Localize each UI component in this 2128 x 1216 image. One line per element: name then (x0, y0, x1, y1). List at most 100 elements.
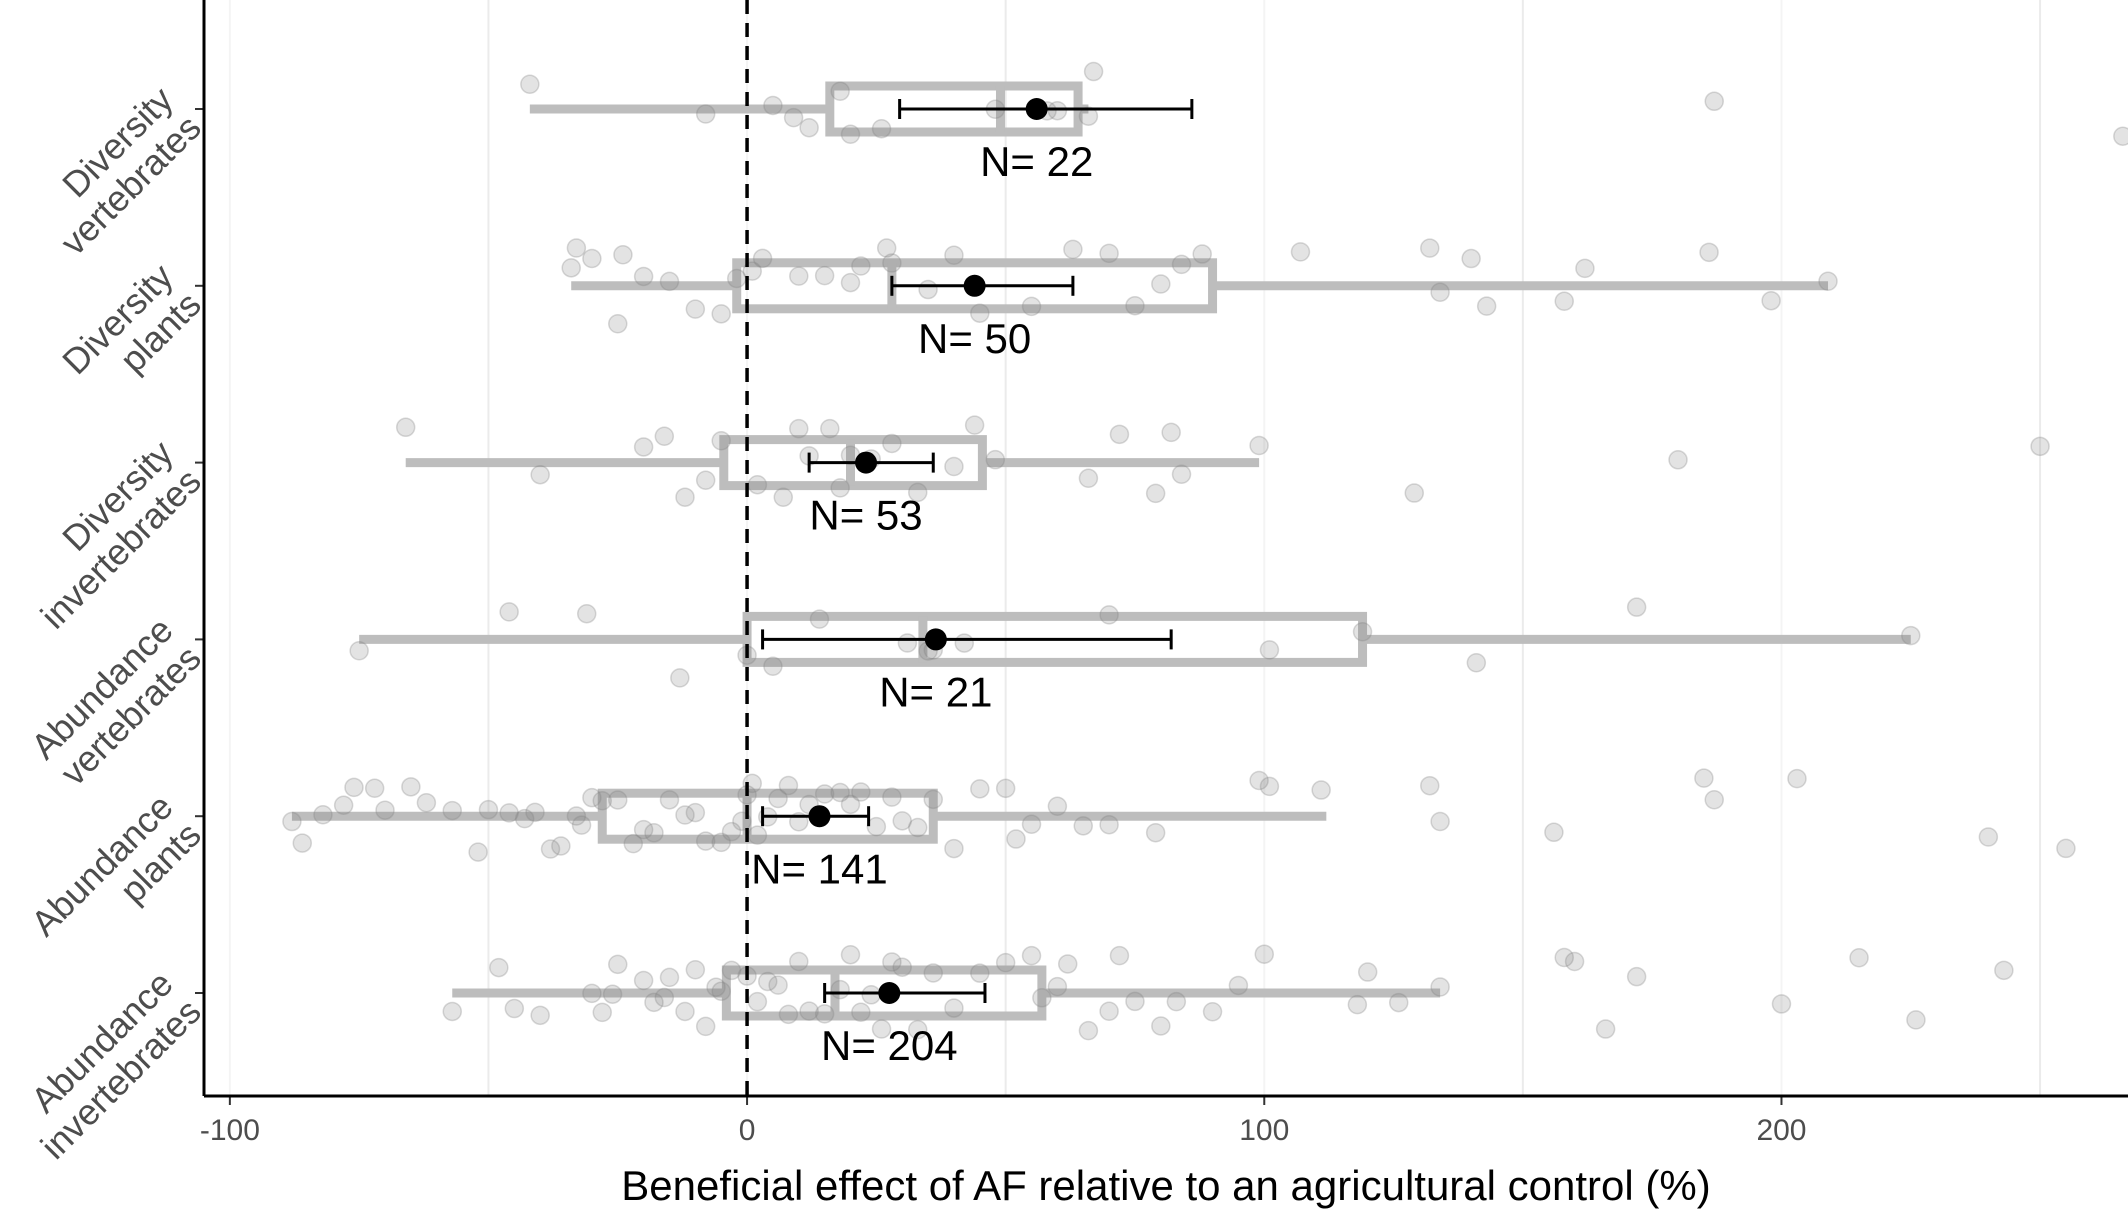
data-point (659, 271, 680, 292)
data-point (747, 825, 768, 845)
data-point (1466, 653, 1487, 673)
data-point (1259, 776, 1280, 797)
data-point (1901, 625, 1921, 646)
data-point (1078, 468, 1099, 489)
data-point (1145, 483, 1166, 504)
data-point (442, 1001, 463, 1022)
data-point (530, 1005, 550, 1026)
data-point (670, 668, 690, 688)
x-axis-title: Beneficial effect of AF relative to an a… (621, 1162, 1710, 1209)
data-point (1994, 960, 2014, 981)
data-point (830, 782, 850, 803)
data-point (1544, 822, 1564, 843)
data-point (711, 832, 731, 853)
data-point (551, 836, 571, 856)
data-point (1125, 295, 1145, 316)
data-point (882, 952, 902, 972)
data-point (763, 95, 783, 116)
data-point (364, 778, 385, 798)
data-point (499, 803, 519, 823)
data-point (1032, 988, 1052, 1008)
data-point (1021, 296, 1042, 317)
data-point (566, 806, 587, 826)
data-point (416, 792, 437, 813)
data-point (685, 959, 706, 980)
data-point (882, 787, 902, 807)
data-point (1430, 282, 1450, 303)
x-tick-label: 100 (1239, 1114, 1289, 1147)
n-label: N= 204 (821, 1022, 958, 1069)
data-point (1290, 242, 1311, 262)
data-point (907, 482, 928, 503)
mean-point (878, 982, 901, 1004)
data-point (1109, 424, 1130, 445)
data-point (814, 1004, 835, 1024)
data-point (695, 470, 716, 490)
data-point (851, 782, 871, 802)
data-point (1047, 100, 1068, 121)
data-point (1420, 238, 1440, 258)
data-point (882, 253, 902, 273)
data-point (1352, 621, 1373, 642)
data-point (1021, 945, 1042, 966)
data-point (773, 487, 794, 508)
n-label: N= 141 (751, 845, 888, 892)
data-point (1347, 994, 1368, 1015)
data-point (1388, 992, 1409, 1013)
data-point (633, 437, 654, 457)
data-point (1420, 775, 1440, 796)
data-point (582, 787, 602, 808)
data-point (582, 983, 602, 1004)
data-point (814, 784, 835, 804)
data-point (711, 431, 731, 451)
data-point (763, 656, 783, 676)
box (732, 258, 1218, 314)
data-point (530, 464, 550, 485)
mean-point (963, 274, 986, 297)
data-point (1761, 290, 1781, 311)
data-point (970, 963, 990, 983)
data-point (882, 433, 902, 454)
data-point (685, 802, 706, 823)
data-point (1818, 271, 1838, 291)
data-point (659, 790, 680, 810)
data-point (1849, 947, 1869, 968)
data-point (1554, 291, 1574, 311)
data-point (778, 775, 799, 796)
data-point (644, 823, 664, 843)
data-point (1771, 994, 1792, 1014)
data-point (468, 842, 488, 862)
mean-point (855, 451, 878, 474)
data-point (1704, 91, 1724, 112)
data-point (721, 960, 742, 981)
data-point (747, 991, 768, 1012)
data-point (2056, 838, 2076, 859)
data-point (789, 951, 809, 972)
data-point (830, 81, 850, 101)
data-point (871, 118, 892, 139)
data-point (1699, 242, 1719, 263)
data-point (1099, 1001, 1119, 1021)
data-point (1109, 945, 1130, 966)
data-point (840, 794, 861, 815)
data-point (659, 967, 680, 988)
box (721, 965, 1047, 1021)
data-point (571, 815, 592, 835)
data-point (840, 944, 861, 965)
data-point (799, 1001, 819, 1021)
data-point (1430, 977, 1450, 997)
data-point (1171, 254, 1192, 275)
data-point (789, 266, 809, 286)
data-point (675, 1001, 695, 1022)
data-point (592, 791, 612, 811)
data-point (695, 831, 716, 851)
data-point (778, 1004, 799, 1025)
data-point (1787, 768, 1807, 789)
n-label: N= 21 (879, 668, 992, 715)
data-point (608, 314, 628, 334)
data-point (747, 474, 768, 495)
data-point (907, 1019, 928, 1040)
data-point (1063, 239, 1083, 260)
data-point (2030, 436, 2050, 457)
